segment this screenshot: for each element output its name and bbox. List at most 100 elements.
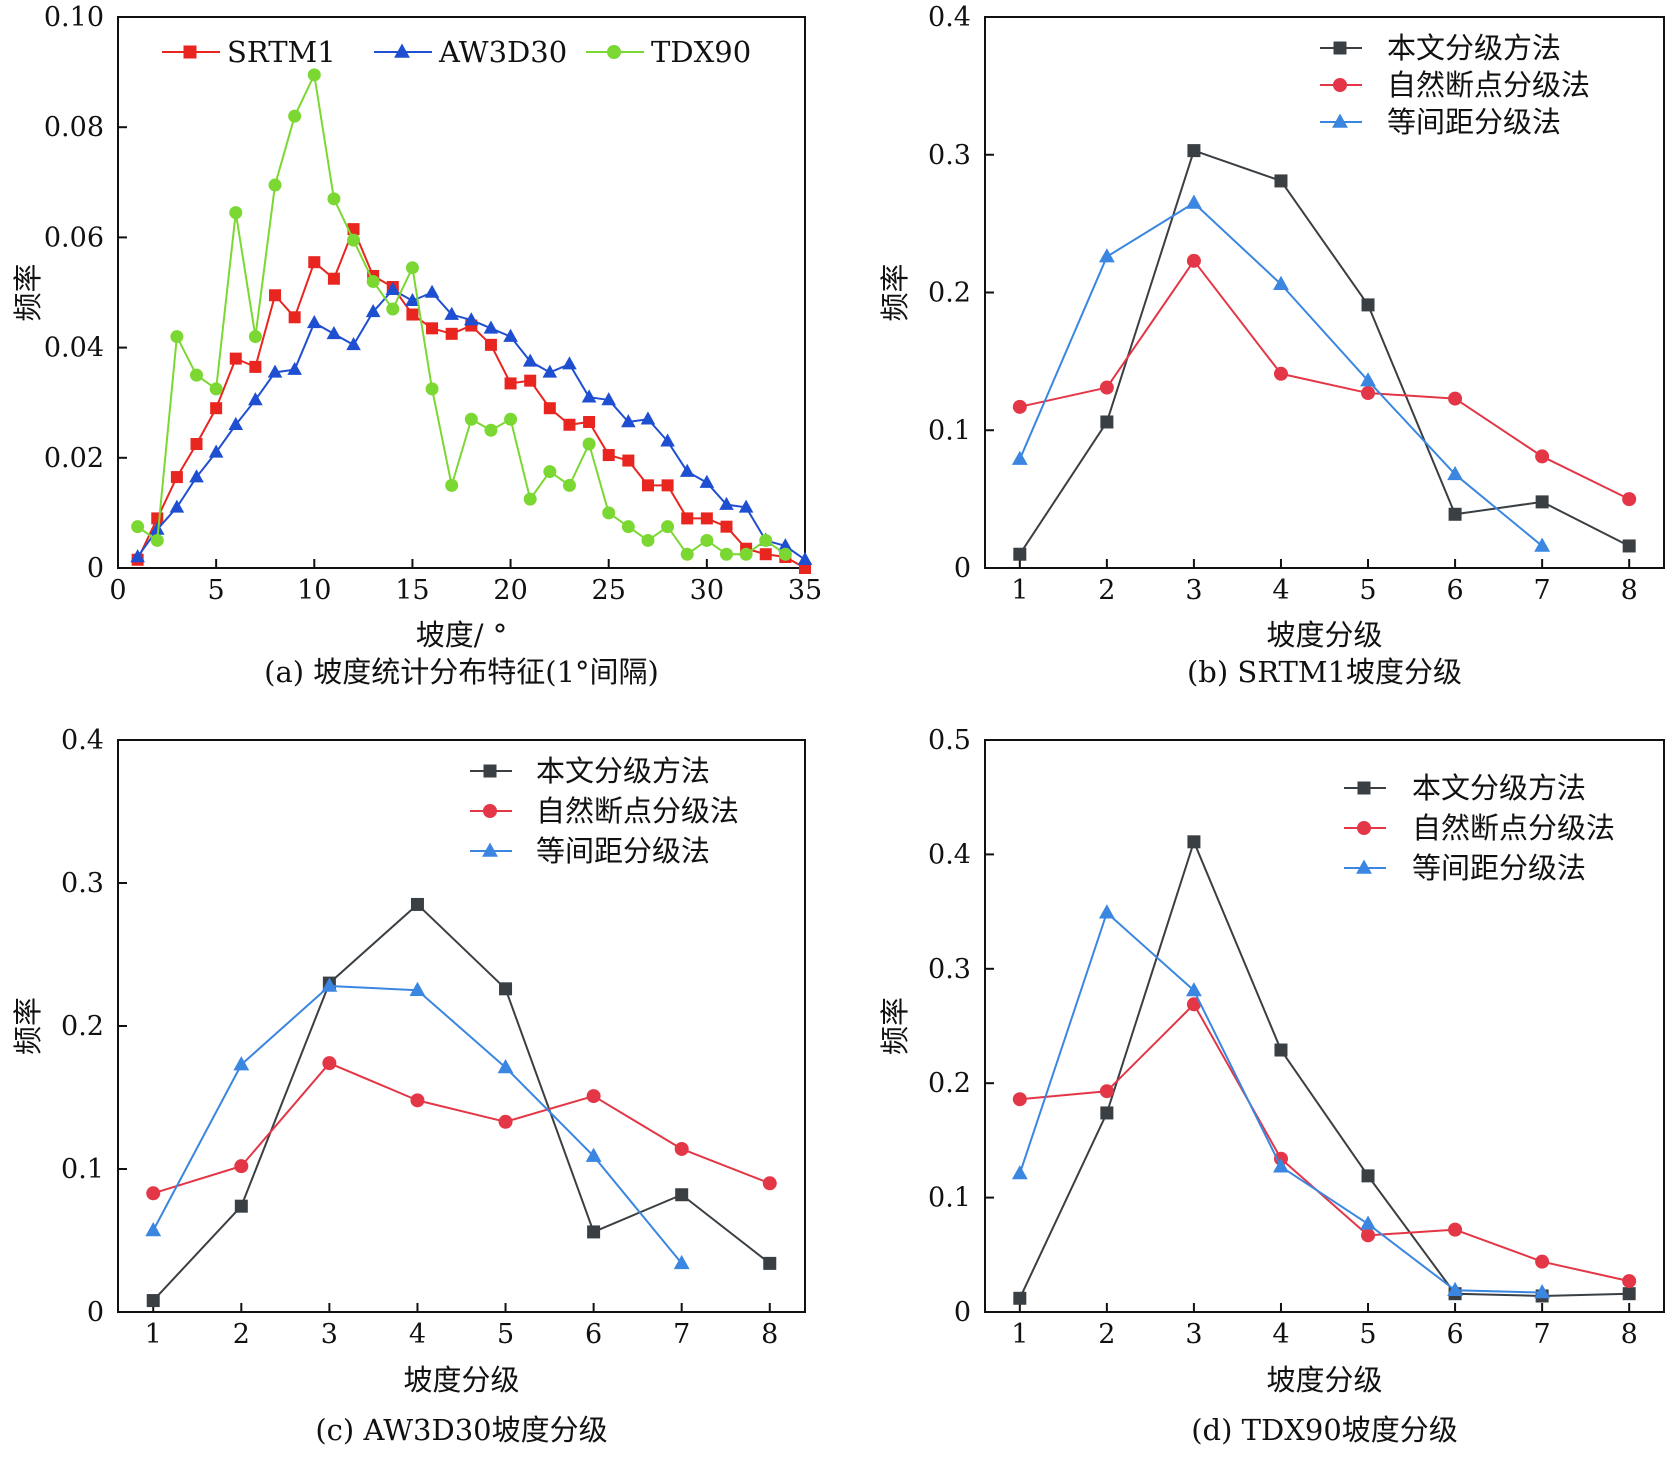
x-tick-label: 4	[409, 1319, 426, 1350]
x-tick-label: 8	[1621, 575, 1638, 606]
series-1	[1013, 144, 1636, 561]
data-point	[189, 469, 204, 483]
x-axis-label: 坡度分级	[1266, 618, 1382, 652]
series-line	[152, 903, 771, 1302]
series-line	[1019, 259, 1630, 501]
data-point	[562, 478, 576, 492]
legend-marker	[394, 43, 410, 58]
legend-label: 自然断点分级法	[536, 794, 739, 828]
data-point	[386, 302, 400, 316]
data-point	[1360, 1215, 1376, 1230]
legend-label: 本文分级方法	[536, 754, 710, 788]
data-point	[269, 289, 282, 302]
y-tick-label: 0.3	[928, 140, 971, 171]
data-point	[778, 538, 793, 552]
y-tick-label: 0	[954, 1297, 971, 1328]
x-tick-label: 6	[585, 1319, 602, 1350]
data-point	[150, 533, 164, 547]
data-point	[1100, 1106, 1114, 1120]
legend-label: AW3D30	[438, 35, 567, 69]
y-axis-label: 频率	[11, 263, 45, 321]
x-tick-label: 15	[395, 575, 429, 606]
data-point	[405, 292, 420, 307]
data-point	[229, 352, 242, 365]
legend-entry: 本文分级方法	[1320, 31, 1561, 65]
data-point	[267, 364, 283, 378]
y-tick-label: 0.4	[928, 839, 971, 870]
data-point	[149, 521, 165, 535]
x-tick-label: 1	[1011, 1319, 1028, 1350]
panel-caption: (a) 坡度统计分布特征(1°间隔)	[264, 655, 659, 689]
data-point	[719, 547, 733, 561]
legend-label: 本文分级方法	[1387, 31, 1561, 65]
series-line	[1018, 840, 1630, 1299]
data-point	[308, 256, 321, 269]
series-line	[1018, 911, 1543, 1294]
legend-entry: 等间距分级法	[470, 834, 710, 868]
y-tick-label: 0.5	[928, 725, 971, 756]
series-line	[152, 1062, 771, 1195]
legend-entry: 自然断点分级法	[1344, 811, 1615, 845]
data-point	[464, 412, 478, 426]
data-point	[1011, 450, 1028, 465]
data-point	[1186, 997, 1201, 1012]
legend-entry: 自然断点分级法	[470, 794, 739, 828]
data-point	[322, 1056, 337, 1071]
data-point	[410, 897, 424, 911]
data-point	[249, 360, 262, 373]
data-point	[190, 438, 203, 451]
data-point	[1361, 1169, 1375, 1183]
y-tick-label: 0.2	[61, 1011, 104, 1042]
data-point	[1274, 174, 1288, 188]
series-line	[1019, 1003, 1630, 1283]
data-point	[131, 520, 145, 534]
x-axis-label: 坡度分级	[403, 1363, 519, 1397]
data-point	[641, 533, 655, 547]
x-tick-label: 7	[1534, 1319, 1551, 1350]
x-tick-label: 1	[1011, 575, 1028, 606]
data-point	[542, 364, 558, 378]
data-point	[170, 330, 184, 344]
data-point	[1100, 415, 1114, 429]
x-tick-label: 2	[1098, 1319, 1115, 1350]
legend-marker	[482, 842, 498, 857]
series-3	[145, 977, 690, 1270]
x-tick-label: 2	[1098, 575, 1115, 606]
panel-caption: (b) SRTM1坡度分级	[1187, 655, 1462, 689]
data-point	[1187, 835, 1201, 849]
y-tick-label: 0.4	[928, 2, 971, 33]
data-point	[347, 233, 361, 247]
data-point	[1011, 1165, 1028, 1180]
x-tick-label: 5	[1359, 575, 1376, 606]
data-point	[1186, 982, 1202, 997]
data-point	[210, 402, 223, 415]
data-point	[268, 178, 282, 192]
series-2	[1012, 253, 1637, 507]
chart-panel-d: 1 2 3 4 5 6 7 8 0 0.1 0.2 0.3 0.4 0.5 坡度分级 频率 (d) TDX90坡…	[878, 725, 1665, 1447]
data-point	[444, 306, 459, 320]
data-point	[229, 206, 243, 220]
data-point	[1361, 386, 1376, 401]
data-point	[681, 512, 694, 525]
x-tick-label: 20	[493, 575, 527, 606]
y-tick-label: 0.06	[44, 222, 104, 253]
data-point	[424, 284, 440, 298]
data-point	[563, 418, 576, 431]
legend-entry: 自然断点分级法	[1320, 68, 1590, 102]
data-point	[1099, 380, 1114, 395]
data-point	[582, 437, 596, 451]
data-point	[1448, 1222, 1463, 1237]
data-point	[660, 433, 675, 447]
x-axis-label: 坡度分级	[1266, 1363, 1382, 1397]
x-tick-label: 5	[497, 1319, 514, 1350]
data-point	[1186, 253, 1201, 268]
chart-panel-a: 0 5 10 15 20 25 30 35 0 0.02 0.04 0.06 0.08 0.10 坡度/ °…	[11, 2, 822, 689]
data-point	[208, 444, 224, 458]
series-2	[146, 1056, 777, 1201]
data-point	[586, 1089, 601, 1104]
y-tick-label: 0	[87, 1297, 104, 1328]
data-point	[583, 415, 596, 428]
legend-label: 自然断点分级法	[1387, 68, 1590, 102]
x-tick-label: 3	[1185, 1319, 1202, 1350]
